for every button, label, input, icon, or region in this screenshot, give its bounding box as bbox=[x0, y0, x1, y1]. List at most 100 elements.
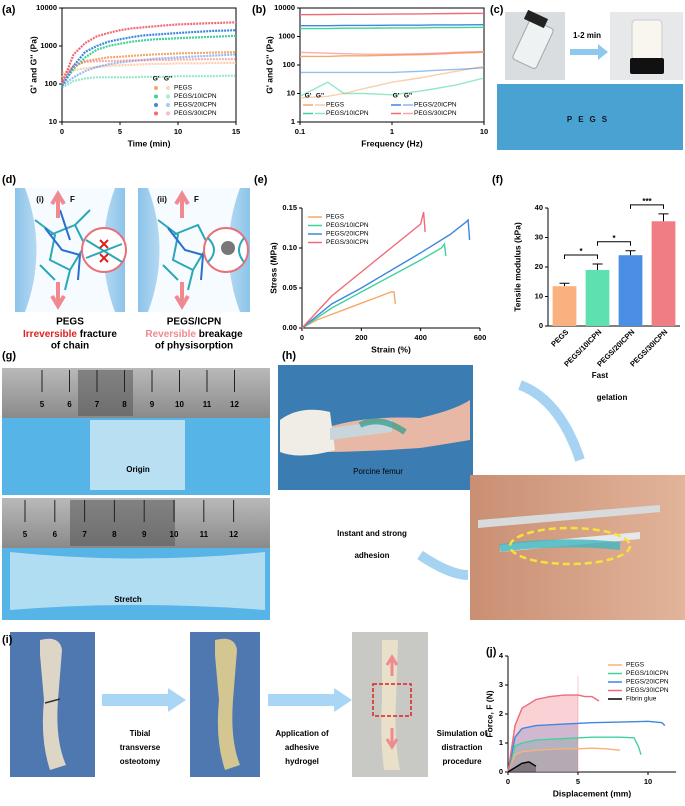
caption-emphasis: Irreversible bbox=[23, 329, 77, 340]
significance-bracket bbox=[597, 241, 631, 246]
area bbox=[508, 761, 536, 772]
y-axis-label: Force, F (N) bbox=[484, 690, 494, 737]
legend-header: G'' bbox=[316, 93, 325, 100]
ruler-number: 11 bbox=[200, 530, 209, 539]
vial-photos-part bbox=[523, 9, 549, 29]
caption-line: of chain bbox=[51, 341, 89, 352]
tibia-photos-part bbox=[334, 688, 352, 712]
panel-label: (i) bbox=[2, 634, 13, 646]
legend-label: PEGS/20ICPN bbox=[414, 102, 457, 109]
caption-line: Irreversible fracture bbox=[23, 329, 117, 340]
legend-label: PEGS/30ICPN bbox=[626, 687, 669, 694]
mechanism-illustration-part bbox=[34, 209, 91, 291]
stretch-photo bbox=[2, 368, 270, 620]
significance-label: *** bbox=[642, 197, 652, 206]
gel-letters: PEGS bbox=[567, 115, 613, 124]
callout: Fast bbox=[592, 371, 609, 380]
storage-line bbox=[60, 21, 237, 85]
area bbox=[508, 737, 578, 772]
area bbox=[508, 695, 578, 772]
x-axis-label: Displacement (mm) bbox=[553, 788, 632, 798]
sub-label: (i) bbox=[36, 195, 44, 204]
y-tick-label: 10 bbox=[535, 291, 543, 300]
legend-header: G'' bbox=[404, 93, 413, 100]
stretch-photo-part bbox=[70, 500, 175, 546]
stretch-photo-part bbox=[2, 495, 270, 498]
y-tick-label: 0.15 bbox=[282, 203, 297, 212]
caption-line: Reversible breakage bbox=[145, 329, 243, 340]
y-tick-label: 3 bbox=[499, 680, 503, 689]
stretch-photo-part bbox=[90, 420, 185, 490]
tibia-photos-part bbox=[40, 638, 66, 770]
vial-photos-part bbox=[631, 19, 663, 61]
legend-label: PEGS/20ICPN bbox=[174, 102, 217, 109]
area bbox=[508, 723, 578, 772]
legend-header: G' bbox=[153, 76, 160, 83]
legend-marker bbox=[166, 111, 170, 116]
mechanism-illustration-part bbox=[221, 241, 235, 255]
mechanism-illustration-part bbox=[85, 239, 123, 263]
data-line bbox=[301, 218, 471, 329]
y-axis-label: G' and G'' (Pa) bbox=[28, 36, 38, 94]
y-tick-label: 10 bbox=[287, 88, 295, 97]
x-axis-label: Strain (%) bbox=[371, 344, 411, 354]
ruler-number: 8 bbox=[122, 400, 127, 409]
error-bar bbox=[658, 213, 669, 222]
mechanism-illustration-part bbox=[174, 190, 190, 218]
ruler-number: 10 bbox=[170, 530, 179, 539]
x-tick-label: 15 bbox=[232, 127, 240, 136]
step-caption: Application of bbox=[275, 729, 329, 738]
x-tick-label: 600 bbox=[474, 333, 487, 342]
y-tick-label: 10000 bbox=[36, 3, 57, 12]
legend-label: PEGS/30ICPN bbox=[414, 110, 457, 117]
tibia-photos-part bbox=[44, 698, 61, 704]
legend-marker bbox=[166, 94, 170, 99]
data-line bbox=[507, 761, 537, 773]
data-line bbox=[507, 736, 642, 773]
x-tick-label: 5 bbox=[576, 777, 580, 786]
force-label: F bbox=[194, 195, 199, 204]
sub-label: (ii) bbox=[157, 195, 167, 204]
mechanism-illustration-part bbox=[207, 237, 245, 263]
legend-label: PEGS/10ICPN bbox=[626, 670, 669, 677]
y-tick-label: 100 bbox=[282, 60, 295, 69]
mechanism-illustration-part bbox=[50, 282, 66, 310]
legend-header: G'' bbox=[164, 76, 173, 83]
y-tick-label: 1000 bbox=[278, 31, 295, 40]
area bbox=[508, 748, 578, 772]
step-caption: Tibial bbox=[130, 729, 151, 738]
step-caption: distraction bbox=[442, 743, 483, 752]
femur-photos-part bbox=[508, 526, 632, 566]
ruler-number: 7 bbox=[82, 530, 87, 539]
y-tick-label: 1 bbox=[499, 738, 503, 747]
loss-line bbox=[299, 50, 485, 55]
data-line bbox=[507, 720, 666, 773]
femur-photos-part bbox=[330, 420, 392, 440]
femur-photos-part bbox=[358, 418, 407, 435]
y-tick-label: 100 bbox=[44, 79, 57, 88]
x-tick-label: 0 bbox=[60, 127, 64, 136]
bar bbox=[618, 255, 643, 326]
vial-photos-part bbox=[497, 84, 683, 150]
legend-label: PEGS/30ICPN bbox=[174, 110, 217, 117]
y-tick-label: 2 bbox=[499, 709, 503, 718]
data-line bbox=[507, 747, 621, 773]
storage-line bbox=[61, 51, 237, 79]
storage-line bbox=[300, 26, 485, 30]
bar bbox=[651, 221, 676, 326]
panel-label: (b) bbox=[252, 4, 266, 16]
y-tick-label: 10000 bbox=[274, 3, 295, 12]
storage-line bbox=[61, 29, 237, 87]
loss-line bbox=[299, 77, 485, 97]
stretch-photo-part bbox=[78, 370, 133, 416]
femur-photos-part bbox=[417, 550, 469, 580]
legend-label: PEGS/10ICPN bbox=[326, 222, 369, 229]
mechanism-illustration-part bbox=[157, 219, 210, 291]
stretch-photo-part bbox=[2, 368, 270, 418]
legend-label: PEGS bbox=[174, 85, 193, 92]
panel-label: (c) bbox=[490, 4, 504, 16]
ruler-number: 5 bbox=[23, 530, 28, 539]
loss-line bbox=[61, 74, 236, 89]
femur-photos-part bbox=[499, 539, 621, 552]
